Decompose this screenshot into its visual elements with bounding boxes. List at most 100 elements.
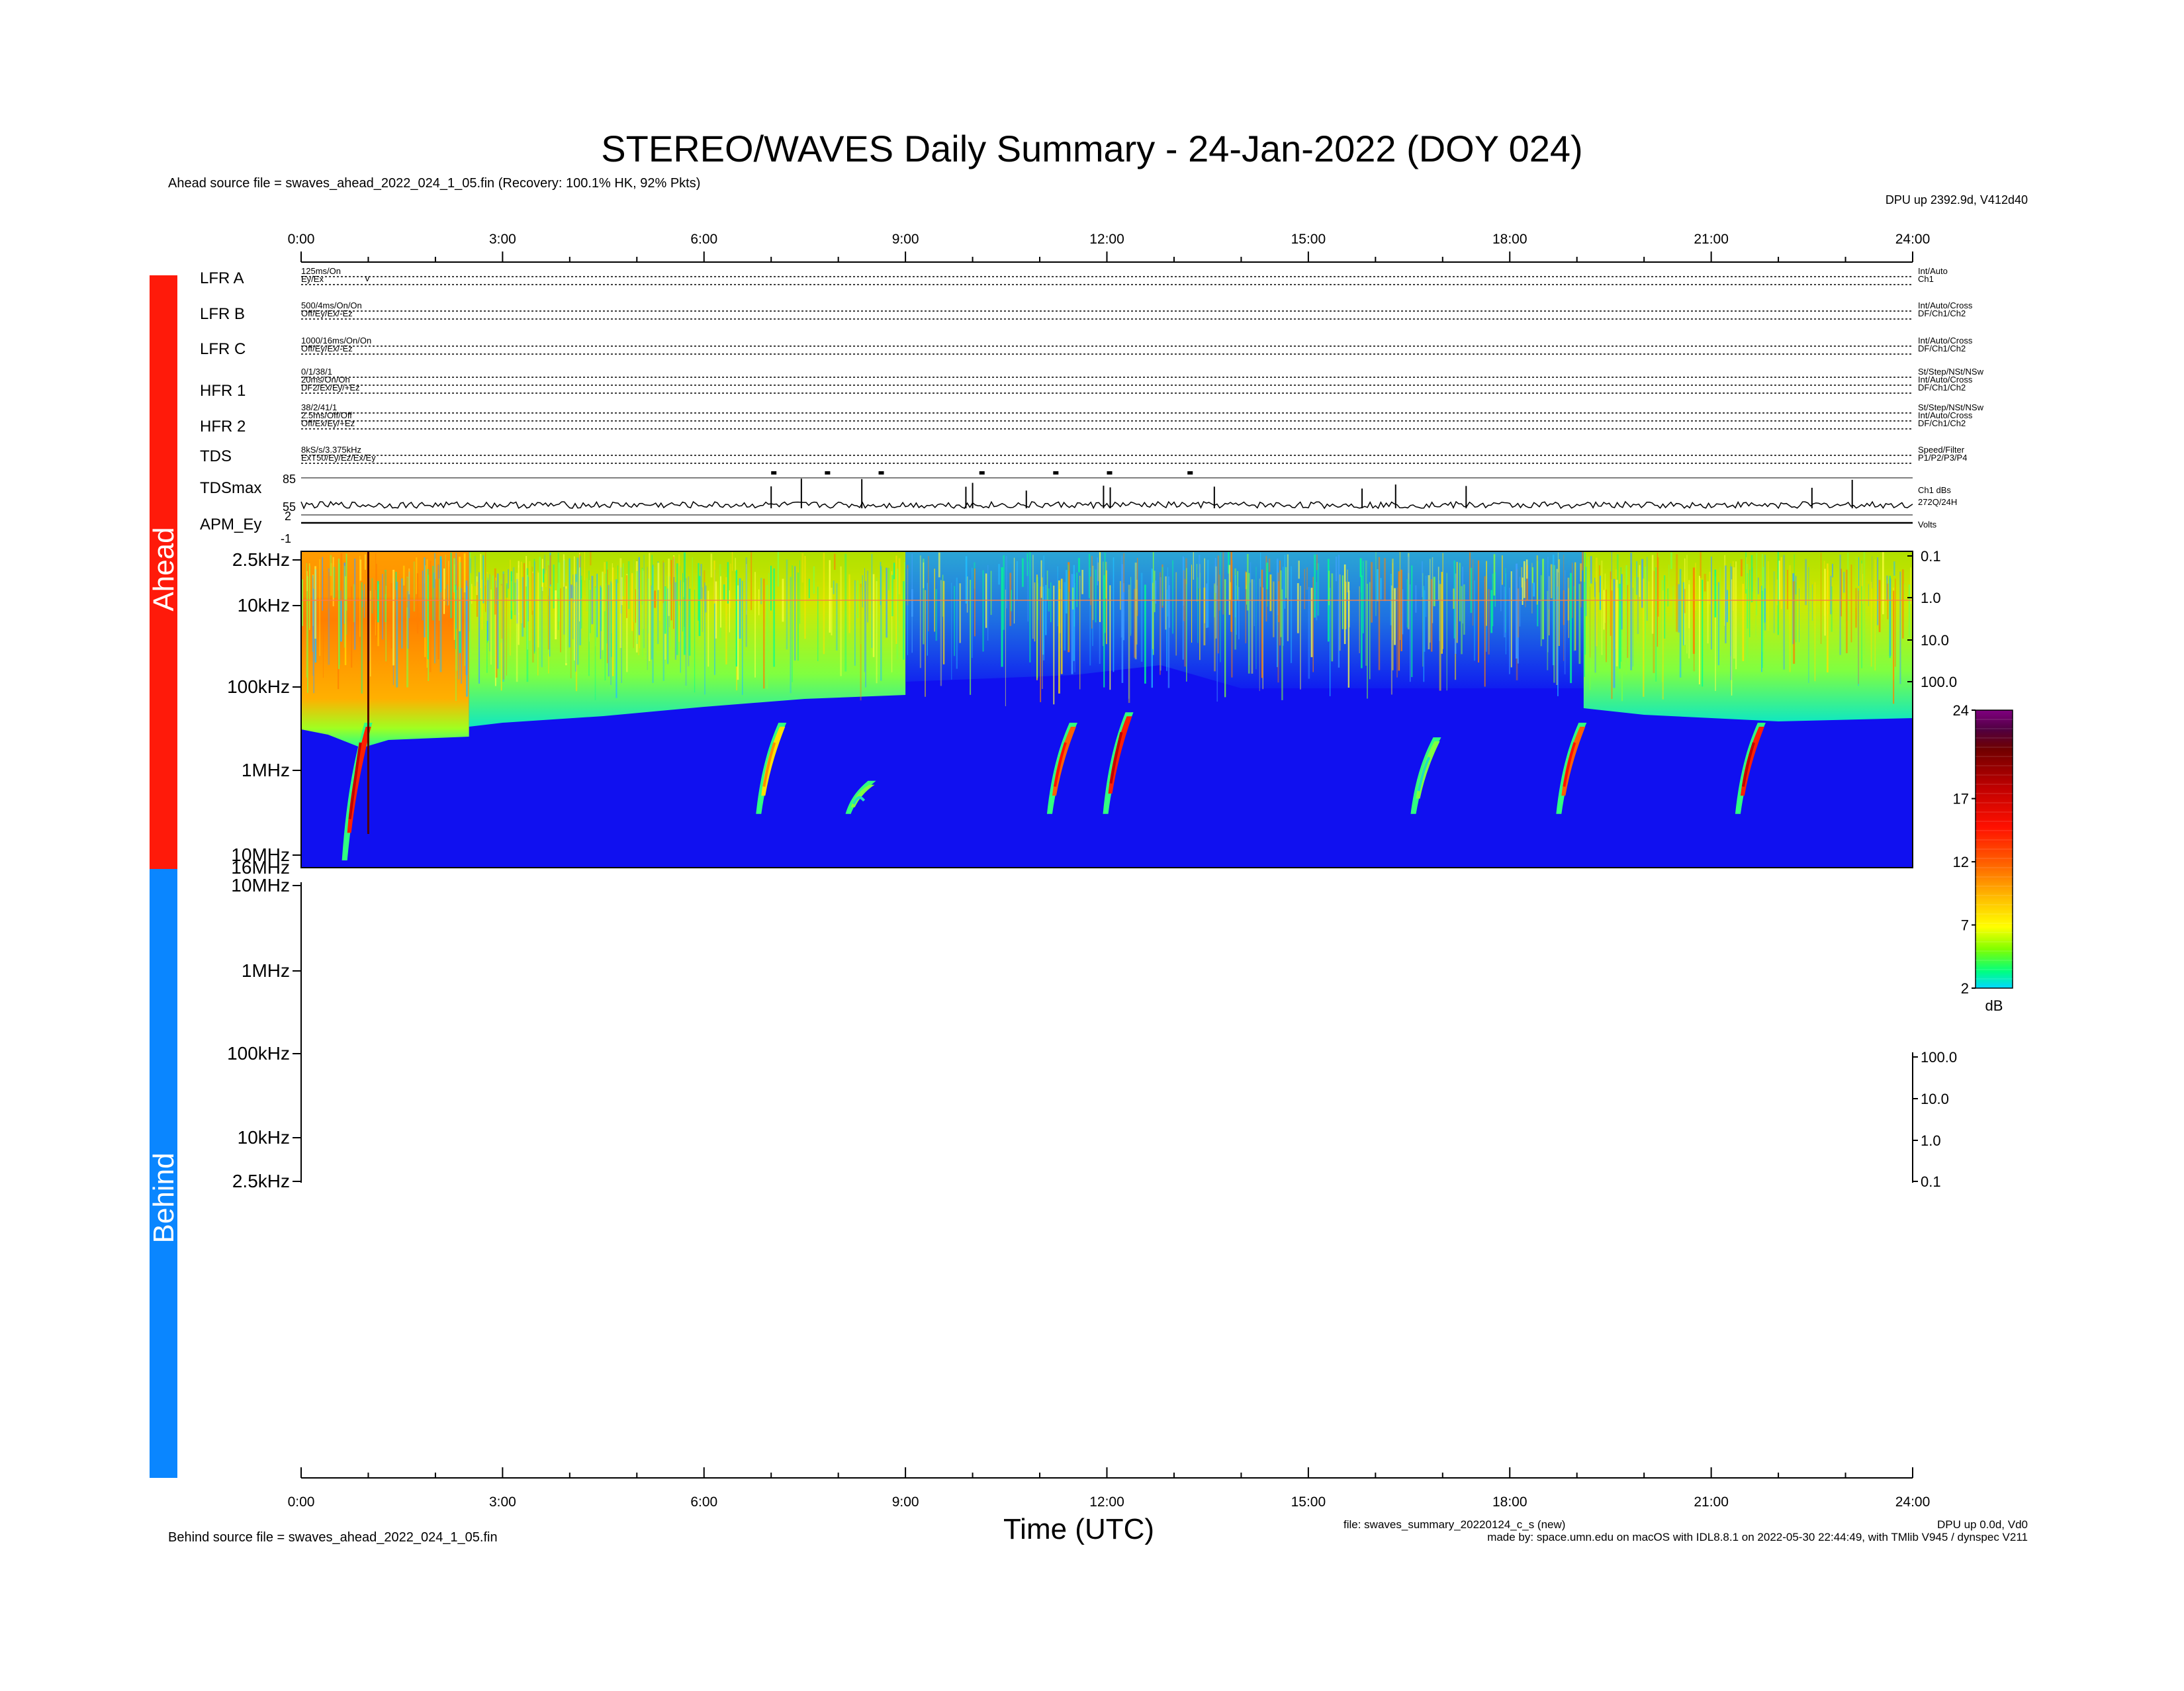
- noise-streak: [891, 574, 893, 617]
- noise-streak: [1317, 563, 1320, 616]
- noise-streak: [1453, 560, 1455, 639]
- noise-streak: [487, 580, 489, 641]
- noise-streak: [500, 585, 502, 691]
- noise-streak: [626, 575, 627, 618]
- noise-streak: [531, 567, 533, 615]
- noise-streak: [1335, 556, 1338, 582]
- noise-streak: [580, 580, 582, 598]
- noise-streak: [516, 579, 518, 624]
- noise-streak: [480, 554, 482, 599]
- noise-streak: [426, 559, 428, 668]
- noise-streak: [1584, 553, 1586, 655]
- housekeeping-mode: Int/Auto/Cross: [1918, 410, 1973, 420]
- noise-streak: [664, 586, 666, 634]
- noise-streak: [1745, 557, 1747, 590]
- noise-streak: [340, 553, 343, 600]
- ahead-right-tick-label: 100.0: [1921, 674, 1957, 690]
- noise-streak: [1273, 581, 1275, 637]
- noise-streak: [1868, 584, 1869, 606]
- noise-streak: [1068, 562, 1070, 653]
- noise-streak: [617, 565, 618, 584]
- colorbar-unit: dB: [1985, 997, 2003, 1014]
- noise-streak: [604, 562, 606, 612]
- noise-streak: [371, 578, 373, 614]
- noise-streak: [698, 563, 700, 621]
- noise-streak: [1216, 585, 1218, 702]
- housekeeping-setting: 20ms/On/On: [301, 375, 350, 385]
- housekeeping-setting: Ey/Ex: [301, 274, 324, 284]
- noise-streak: [353, 584, 355, 622]
- noise-streak: [424, 557, 426, 638]
- noise-streak: [1589, 580, 1591, 690]
- noise-streak: [1144, 584, 1146, 684]
- noise-streak: [1894, 578, 1896, 667]
- noise-streak: [1711, 557, 1712, 650]
- noise-streak: [649, 553, 651, 661]
- noise-streak: [1338, 555, 1340, 668]
- noise-streak: [486, 573, 488, 673]
- noise-streak: [1908, 584, 1911, 637]
- noise-streak: [369, 590, 371, 677]
- noise-streak: [1316, 582, 1318, 621]
- noise-streak: [731, 551, 733, 571]
- behind-right-tick-label: 1.0: [1921, 1132, 1941, 1149]
- noise-streak: [688, 588, 691, 656]
- housekeeping-label: HFR 1: [200, 382, 246, 400]
- behind-frequency-label: 2.5kHz: [232, 1171, 290, 1191]
- noise-streak: [1870, 582, 1872, 667]
- noise-streak: [682, 572, 683, 632]
- spectrogram-frame: [300, 551, 1913, 868]
- noise-streak: [1610, 571, 1612, 636]
- noise-streak: [1549, 575, 1550, 610]
- noise-streak: [1399, 551, 1401, 640]
- noise-streak: [1639, 565, 1641, 598]
- noise-streak: [1390, 585, 1392, 695]
- noise-streak: [606, 561, 608, 644]
- noise-streak: [476, 576, 478, 596]
- noise-streak: [768, 572, 770, 652]
- noise-streak: [1308, 586, 1310, 679]
- noise-streak: [602, 571, 604, 651]
- noise-streak: [1657, 557, 1659, 617]
- noise-streak: [385, 571, 386, 594]
- noise-streak: [1641, 559, 1643, 608]
- noise-streak: [754, 572, 756, 678]
- noise-streak: [1415, 585, 1417, 613]
- noise-streak: [553, 565, 555, 609]
- noise-streak: [1847, 553, 1849, 621]
- noise-streak: [1619, 584, 1621, 669]
- noise-streak: [923, 562, 925, 588]
- noise-streak: [763, 578, 765, 689]
- noise-streak: [1203, 587, 1206, 646]
- apm-unit: Volts: [1918, 520, 1937, 529]
- noise-streak: [1840, 569, 1842, 617]
- noise-streak: [608, 584, 610, 677]
- noise-streak: [1191, 565, 1193, 643]
- noise-streak: [1668, 565, 1670, 606]
- top-time-tick-label: 6:00: [690, 232, 717, 247]
- noise-streak: [1422, 561, 1423, 598]
- noise-streak: [631, 572, 633, 631]
- noise-streak: [1903, 583, 1905, 600]
- behind-bar: [150, 869, 177, 1478]
- noise-streak: [584, 552, 585, 580]
- noise-streak: [1359, 586, 1360, 653]
- noise-streak: [1151, 569, 1153, 688]
- noise-streak: [698, 576, 701, 636]
- noise-streak: [685, 578, 687, 686]
- noise-streak: [1731, 579, 1733, 696]
- ahead-frequency-label: 2.5kHz: [232, 549, 290, 570]
- noise-streak: [1547, 590, 1549, 670]
- noise-streak: [520, 561, 523, 623]
- housekeeping-setting: Off/Ey/Ex/-Ez: [301, 343, 353, 353]
- noise-streak: [1893, 590, 1895, 704]
- noise-streak: [1331, 573, 1334, 662]
- noise-streak: [1502, 555, 1503, 585]
- noise-streak: [408, 571, 410, 618]
- noise-streak: [1231, 560, 1233, 678]
- noise-streak: [1805, 559, 1807, 606]
- noise-streak: [1182, 556, 1184, 660]
- noise-streak: [506, 583, 508, 598]
